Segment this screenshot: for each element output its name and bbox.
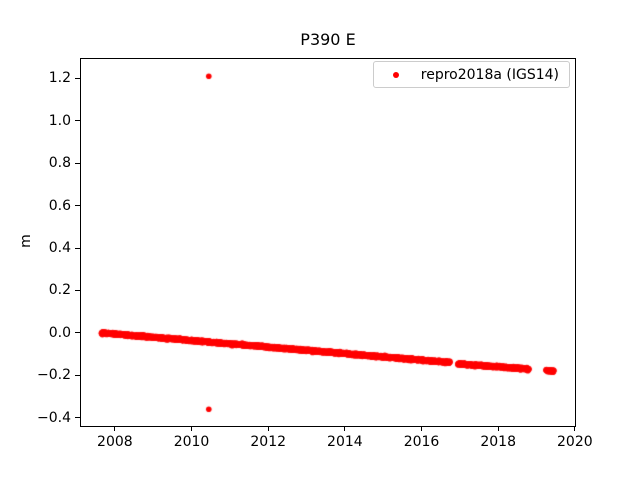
legend-marker-icon (392, 71, 399, 78)
y-tick-mark (75, 162, 80, 164)
legend-handle (382, 71, 410, 78)
y-tick-label: 0.0 (48, 324, 71, 341)
y-tick-label: 0.2 (48, 282, 71, 299)
y-tick-label: 0.6 (48, 197, 71, 214)
chart-title: P390 E (300, 30, 356, 49)
x-tick-mark (191, 426, 193, 431)
x-tick-label: 2016 (403, 434, 440, 450)
x-tick-label: 2018 (480, 434, 516, 450)
x-tick-label: 2014 (327, 434, 363, 450)
y-tick-mark (75, 332, 80, 334)
y-tick-label: −0.4 (37, 409, 71, 426)
y-tick-label: 1.2 (48, 70, 71, 87)
legend: repro2018a (IGS14) (372, 61, 570, 88)
x-tick-label: 2020 (557, 434, 593, 450)
x-tick-mark (421, 426, 423, 431)
x-tick-mark (344, 426, 346, 431)
y-tick-label: 0.8 (48, 155, 71, 172)
x-tick-mark (497, 426, 499, 431)
x-tick-label: 2010 (173, 434, 210, 450)
legend-label: repro2018a (IGS14) (420, 66, 559, 83)
x-tick-mark (574, 426, 576, 431)
y-tick-mark (75, 374, 80, 376)
x-tick-mark (267, 426, 269, 431)
y-tick-label: 0.4 (48, 240, 71, 256)
x-tick-label: 2008 (97, 434, 133, 450)
y-tick-mark (75, 247, 80, 249)
x-tick-mark (114, 426, 116, 431)
y-tick-label: 1.0 (48, 112, 71, 129)
y-tick-mark (75, 417, 80, 419)
y-tick-mark (75, 120, 80, 122)
y-tick-mark (75, 289, 80, 291)
y-tick-mark (75, 205, 80, 207)
y-tick-label: −0.2 (37, 367, 71, 384)
y-tick-mark (75, 77, 80, 79)
x-tick-label: 2012 (250, 434, 287, 450)
plot-area (80, 58, 576, 427)
